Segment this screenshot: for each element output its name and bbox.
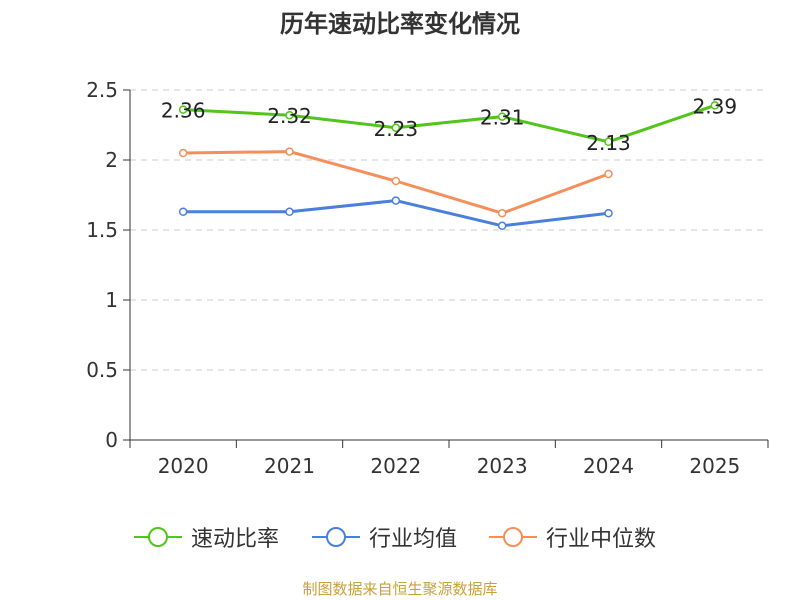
line-chart: 0 0.5 1 1.5 2 2.5 2020 2021 2022 2023 2024 2025 2.3… xyxy=(86,78,769,478)
data-point xyxy=(497,112,507,121)
y-tick-label: 1.5 xyxy=(86,218,118,242)
data-point xyxy=(178,207,188,217)
data-point xyxy=(285,207,294,217)
data-point xyxy=(710,101,720,110)
data-point xyxy=(604,208,613,218)
legend-item-industry-median[interactable]: 行业中位数 xyxy=(488,520,656,554)
data-point xyxy=(497,221,507,231)
y-tick-label: 1 xyxy=(105,288,118,312)
legend-line-icon xyxy=(134,527,182,547)
legend-item-industry-average[interactable]: 行业均值 xyxy=(311,520,457,554)
legend-item-quick-ratio[interactable]: 速动比率 xyxy=(133,520,279,554)
data-point xyxy=(604,169,613,179)
series-line xyxy=(183,103,716,144)
x-tick-label: 2020 xyxy=(158,454,209,478)
legend-line-icon xyxy=(312,527,360,547)
data-label: 2.32 xyxy=(267,104,312,128)
x-tick-label: 2023 xyxy=(477,454,528,478)
x-tick-label: 2021 xyxy=(264,454,315,478)
x-tick-label: 2025 xyxy=(689,454,740,478)
data-point xyxy=(285,110,294,120)
y-tick-label: 2 xyxy=(105,148,118,172)
axes: 0 0.5 1 1.5 2 2.5 2020 2021 2022 2023 2024 2025 xyxy=(86,78,769,478)
data-point xyxy=(178,105,188,114)
y-tick-label: 0.5 xyxy=(86,358,118,382)
legend-label: 行业中位数 xyxy=(546,527,657,552)
series-industry_median xyxy=(178,147,613,218)
legend-label: 行业均值 xyxy=(369,527,458,552)
x-tick-label: 2024 xyxy=(583,454,634,478)
data-label: 2.31 xyxy=(480,106,525,130)
series-industry_avg xyxy=(178,196,613,231)
series-quick_ratio xyxy=(178,101,720,147)
data-labels: 2.36 2.32 2.23 2.31 2.13 2.39 xyxy=(161,94,737,154)
data-point xyxy=(391,196,401,205)
data-point xyxy=(497,208,507,218)
y-tick-label: 0 xyxy=(105,428,118,452)
legend-label: 速动比率 xyxy=(191,527,280,552)
data-label: 2.23 xyxy=(374,117,419,141)
data-label: 2.39 xyxy=(693,94,738,118)
x-tick-label: 2022 xyxy=(370,454,421,478)
chart-title: 历年速动比率变化情况 xyxy=(280,10,520,38)
data-point xyxy=(285,147,294,156)
data-point xyxy=(604,137,613,147)
data-label: 2.13 xyxy=(586,131,631,155)
source-note: 制图数据来自恒生聚源数据库 xyxy=(302,580,498,598)
data-label: 2.36 xyxy=(161,99,206,123)
series xyxy=(178,101,720,231)
data-point xyxy=(391,123,401,133)
data-point xyxy=(178,148,188,158)
y-tick-label: 2.5 xyxy=(86,78,118,102)
gridlines xyxy=(130,89,768,371)
legend-line-icon xyxy=(489,527,537,547)
legend: 速动比率 行业均值 行业中位数 xyxy=(0,520,800,554)
data-point xyxy=(391,176,401,186)
